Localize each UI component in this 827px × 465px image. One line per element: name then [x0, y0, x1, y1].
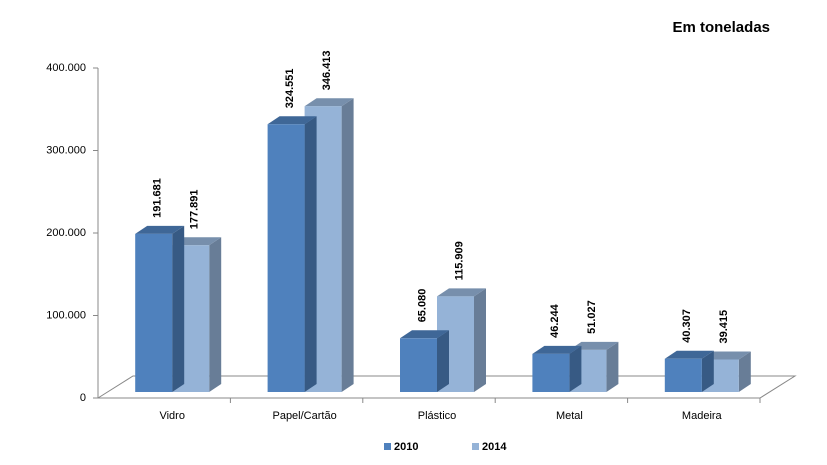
bar-side	[437, 330, 449, 392]
legend-swatch	[472, 443, 479, 450]
value-label: 46.244	[549, 303, 561, 338]
y-tick-label: 300.000	[46, 144, 86, 156]
x-tick-label: Madeira	[682, 410, 723, 422]
bar-side	[569, 345, 582, 392]
value-label: 40.307	[681, 309, 693, 343]
bar-side	[172, 225, 185, 392]
bar-top	[135, 225, 185, 234]
y-tick-label: 200.000	[46, 227, 86, 239]
bar-top	[400, 330, 449, 339]
bar-top	[304, 98, 354, 107]
floor	[96, 375, 797, 399]
bar-side	[606, 341, 619, 392]
bar-side	[701, 350, 714, 392]
x-tick-label: Metal	[556, 410, 583, 422]
bar-top	[664, 350, 714, 359]
legend-label: 2010	[394, 441, 418, 453]
bar	[267, 124, 305, 392]
y-tick-label: 100.000	[46, 309, 86, 321]
bar-side	[304, 116, 317, 392]
bar-top	[532, 345, 582, 354]
bar	[400, 338, 437, 392]
annotation: Em toneladas	[672, 19, 770, 36]
bar-side	[341, 98, 354, 392]
bar	[664, 358, 702, 392]
bar	[532, 353, 570, 392]
bar-top	[437, 288, 486, 297]
value-label: 39.415	[718, 310, 730, 344]
x-tick-label: Plástico	[418, 410, 457, 422]
bar	[135, 233, 173, 392]
bar-top	[569, 341, 619, 350]
bar-side	[474, 288, 486, 392]
value-label: 51.027	[586, 300, 598, 334]
value-label: 324.551	[284, 68, 296, 108]
legend-swatch	[384, 443, 391, 450]
value-label: 191.681	[152, 178, 164, 218]
x-tick-label: Papel/Cartão	[272, 410, 336, 422]
bar-top	[267, 116, 317, 125]
bar-side	[209, 237, 222, 392]
value-label: 115.909	[453, 241, 465, 280]
bar-top	[172, 237, 222, 246]
legend-label: 2014	[482, 441, 507, 453]
value-label: 65.080	[416, 289, 428, 323]
value-label: 177.891	[189, 189, 201, 229]
x-tick-label: Vidro	[159, 410, 184, 422]
bar-side	[738, 351, 751, 392]
y-tick-label: 400.000	[46, 62, 86, 74]
value-label: 346.413	[321, 50, 333, 90]
bar-top	[701, 351, 751, 360]
y-tick-label: 0	[80, 392, 86, 404]
